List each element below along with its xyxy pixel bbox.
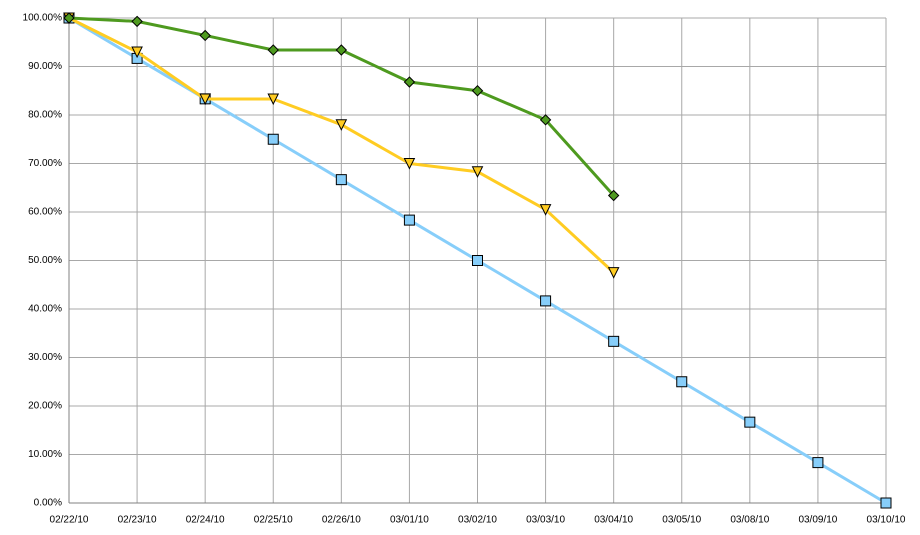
marker xyxy=(540,295,552,307)
x-tick-label: 03/10/10 xyxy=(867,515,906,526)
marker xyxy=(812,457,824,469)
x-tick-label: 02/26/10 xyxy=(322,515,361,526)
marker xyxy=(744,416,756,428)
y-tick-label: 80.00% xyxy=(28,110,62,121)
y-tick-label: 0.00% xyxy=(34,498,62,509)
marker xyxy=(471,166,484,178)
y-tick-label: 30.00% xyxy=(28,352,62,363)
x-tick-label: 03/03/10 xyxy=(526,515,565,526)
x-tick-label: 02/22/10 xyxy=(50,515,89,526)
marker xyxy=(335,44,348,56)
x-tick-label: 03/04/10 xyxy=(594,515,633,526)
marker xyxy=(131,46,143,59)
marker xyxy=(539,204,552,216)
marker xyxy=(199,29,211,42)
y-tick-label: 70.00% xyxy=(28,158,62,169)
y-tick-label: 10.00% xyxy=(28,449,62,460)
y-tick-label: 90.00% xyxy=(28,61,62,72)
marker xyxy=(335,174,347,186)
marker xyxy=(403,76,416,88)
x-tick-label: 02/24/10 xyxy=(186,515,225,526)
x-tick-label: 02/25/10 xyxy=(254,515,293,526)
marker xyxy=(131,15,143,28)
marker xyxy=(335,119,348,131)
x-tick-label: 03/02/10 xyxy=(458,515,497,526)
y-tick-label: 40.00% xyxy=(28,304,62,315)
x-tick-label: 03/01/10 xyxy=(390,515,429,526)
marker xyxy=(608,335,620,347)
marker xyxy=(403,214,415,226)
y-tick-label: 60.00% xyxy=(28,207,62,218)
y-tick-label: 50.00% xyxy=(28,255,62,266)
x-tick-label: 03/05/10 xyxy=(662,515,701,526)
marker xyxy=(539,114,552,126)
y-tick-label: 20.00% xyxy=(28,401,62,412)
marker xyxy=(267,44,279,56)
marker xyxy=(472,255,483,266)
y-tick-label: 100.00% xyxy=(23,13,63,24)
x-tick-label: 03/09/10 xyxy=(798,515,837,526)
marker xyxy=(267,133,279,145)
marker xyxy=(403,158,416,170)
marker xyxy=(607,267,620,279)
x-tick-label: 02/23/10 xyxy=(118,515,157,526)
x-tick-label: 03/08/10 xyxy=(730,515,769,526)
marker xyxy=(676,376,688,388)
marker xyxy=(607,189,620,202)
marker xyxy=(471,85,484,97)
marker xyxy=(880,497,892,509)
marker xyxy=(63,12,75,24)
marker xyxy=(199,93,211,106)
marker xyxy=(267,93,280,106)
